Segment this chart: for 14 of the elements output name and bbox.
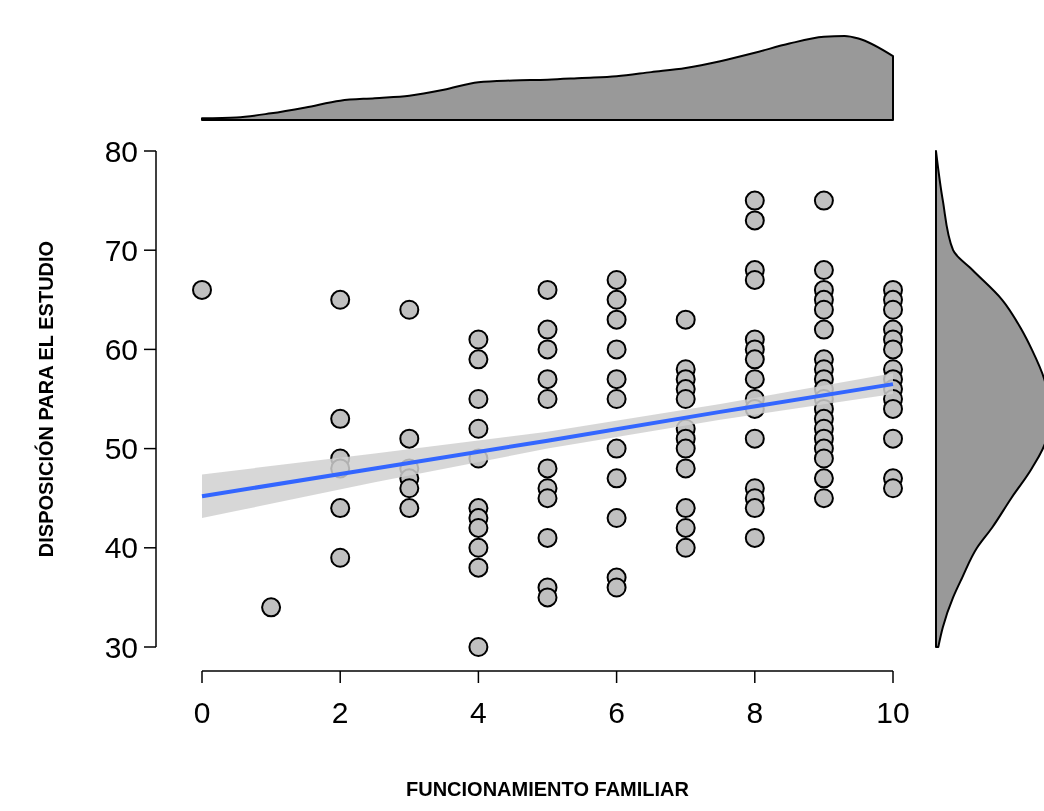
x-axis-title: FUNCIONAMIENTO FAMILIAR bbox=[406, 778, 690, 800]
x-tick-label: 10 bbox=[876, 696, 910, 729]
x-tick-label: 4 bbox=[470, 696, 487, 729]
y-tick-label: 30 bbox=[104, 630, 138, 664]
y-tick-label: 50 bbox=[104, 432, 138, 466]
y-axis-title: DISPOSICIÓN PARA EL ESTUDIO bbox=[34, 240, 57, 558]
y-tick-label: 70 bbox=[104, 233, 138, 267]
x-tick-label: 6 bbox=[608, 696, 625, 729]
x-tick-label: 8 bbox=[746, 696, 764, 729]
x-tick-label: 2 bbox=[331, 696, 349, 729]
y-tick-label: 60 bbox=[104, 332, 138, 366]
x-tick-label: 0 bbox=[193, 696, 211, 729]
y-tick-label: 40 bbox=[104, 531, 138, 565]
y-tick-label: 80 bbox=[104, 134, 138, 168]
